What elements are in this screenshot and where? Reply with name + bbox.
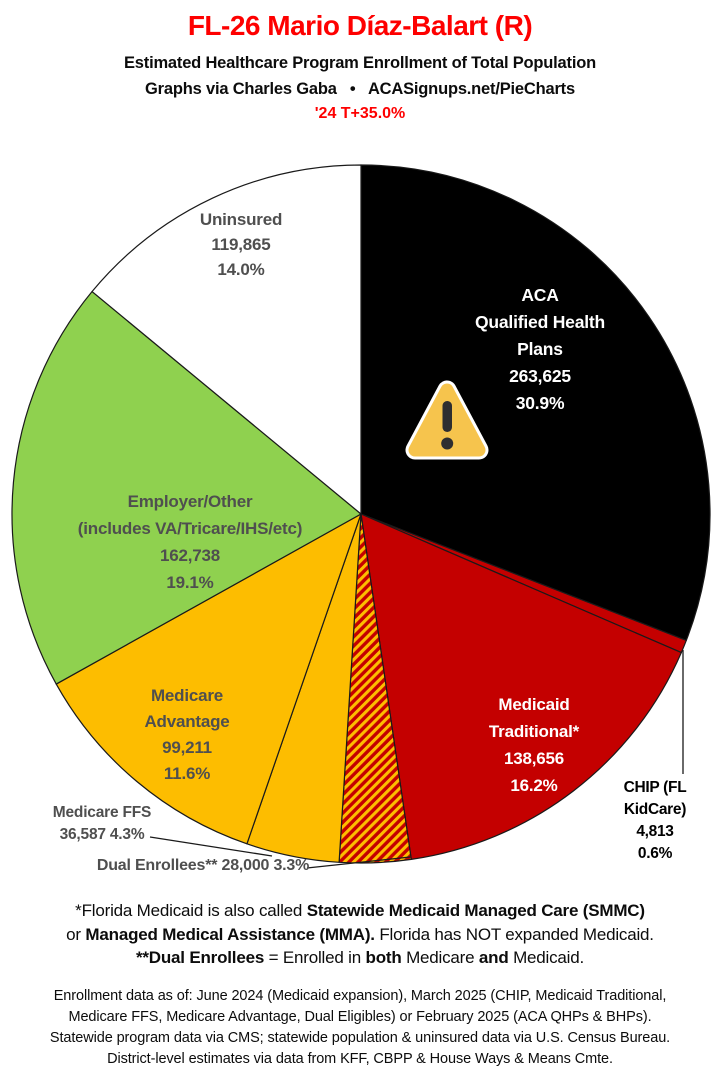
pie-slice-medicaid-traditional (360, 513, 682, 860)
source-line: District-level estimates via data from K… (107, 1051, 613, 1067)
pie-slices (11, 164, 711, 864)
slice-label-medicare-ffs: Medicare FFS 36,587 4.3% (52, 804, 152, 843)
slice-label-dual-enrollees: Dual Enrollees** 28,000 3.3% (96, 857, 310, 874)
warning-triangle-icon (405, 380, 489, 460)
medicare-ffs-leader-line (149, 836, 273, 857)
dual-enrollees-leader-line (306, 856, 411, 869)
slice-label-medicare-advantage: Medicare Advantage 99,211 11.6% (144, 686, 230, 783)
chart-subtitle: Estimated Healthcare Program Enrollment … (124, 54, 596, 72)
slice-label-aca-qhp: ACA Qualified Health Plans 263,625 30.9% (474, 285, 605, 413)
slice-label-medicaid-traditional: Medicaid Traditional* 138,656 16.2% (488, 695, 580, 795)
source-line: Statewide program data via CMS; statewid… (49, 1030, 671, 1046)
footnote-line: **Dual Enrollees = Enrolled in both Medi… (135, 948, 585, 967)
footnotes: *Florida Medicaid is also called Statewi… (0, 899, 720, 970)
data-sources: Enrollment data as of: June 2024 (Medica… (0, 986, 720, 1070)
slice-label-employer-other: Employer/Other (includes VA/Tricare/IHS/… (77, 492, 303, 592)
pie-slice-medicare-advantage (55, 513, 362, 845)
slice-label-chip: CHIP (FL KidCare) 4,813 0.6% (623, 779, 687, 862)
source-line: Enrollment data as of: June 2024 (Medica… (53, 988, 667, 1004)
credit-line: Graphs via Charles Gaba • ACASignups.net… (145, 80, 575, 98)
pie-slice-uninsured (91, 164, 362, 515)
footnote-line: *Florida Medicaid is also called Statewi… (75, 901, 645, 920)
footnote-line: or Managed Medical Assistance (MMA). Flo… (66, 924, 654, 944)
source-line: Medicare FFS, Medicare Advantage, Dual E… (68, 1009, 652, 1025)
page-title: FL-26 Mario Díaz-Balart (R) (187, 10, 533, 41)
pie-slice-aca-qualified-health-plans (360, 164, 711, 642)
pie-slice-employer-other (11, 290, 362, 685)
leader-lines (149, 650, 684, 869)
slice-label-uninsured: Uninsured 119,865 14.0% (199, 210, 283, 279)
partisan-margin-line: '24 T+35.0% (314, 105, 406, 122)
